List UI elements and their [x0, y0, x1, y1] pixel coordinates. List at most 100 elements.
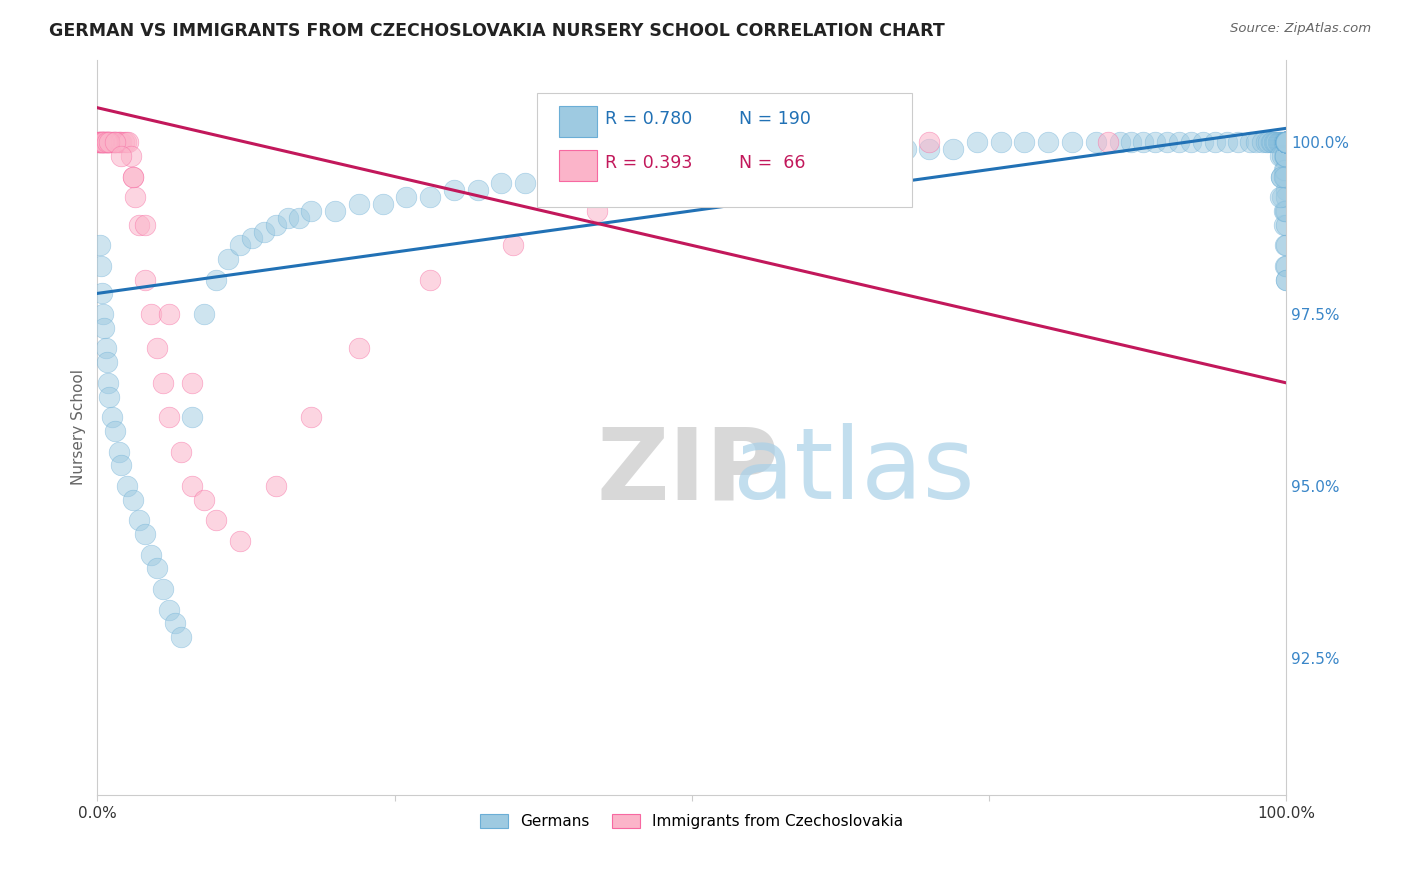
Point — [87, 135, 110, 149]
Point — [91, 135, 114, 149]
Y-axis label: Nursery School: Nursery School — [72, 369, 86, 485]
Point — [1268, 135, 1291, 149]
Point — [1275, 135, 1298, 149]
Point — [100, 135, 122, 149]
Point — [1275, 203, 1298, 218]
Point — [846, 142, 869, 156]
Point — [91, 307, 114, 321]
Point — [1121, 135, 1143, 149]
Point — [1275, 135, 1298, 149]
Point — [633, 162, 655, 177]
Point — [1268, 190, 1291, 204]
Point — [193, 307, 215, 321]
Point — [1275, 135, 1298, 149]
Point — [1191, 135, 1213, 149]
Point — [1264, 135, 1286, 149]
Point — [94, 135, 117, 149]
Point — [90, 135, 112, 149]
Point — [1274, 149, 1296, 163]
Point — [1263, 135, 1285, 149]
Point — [1275, 135, 1298, 149]
Point — [1272, 135, 1295, 149]
Point — [90, 259, 112, 273]
Point — [115, 479, 138, 493]
Point — [1271, 190, 1294, 204]
Point — [1275, 135, 1298, 149]
Point — [146, 561, 169, 575]
Point — [419, 273, 441, 287]
Text: atlas: atlas — [734, 423, 974, 520]
Point — [107, 135, 129, 149]
Point — [229, 238, 252, 252]
Point — [91, 135, 114, 149]
Point — [89, 135, 111, 149]
Point — [1132, 135, 1154, 149]
Point — [585, 203, 607, 218]
Text: N =  66: N = 66 — [740, 154, 806, 172]
Point — [1274, 135, 1296, 149]
Point — [97, 135, 120, 149]
Point — [1275, 135, 1298, 149]
Point — [97, 376, 120, 390]
Text: N = 190: N = 190 — [740, 111, 811, 128]
Point — [115, 135, 138, 149]
Point — [1272, 162, 1295, 177]
Point — [193, 492, 215, 507]
Point — [1275, 135, 1298, 149]
Point — [419, 190, 441, 204]
Point — [1275, 135, 1298, 149]
Point — [108, 135, 131, 149]
Point — [1275, 135, 1298, 149]
Point — [728, 155, 751, 169]
Point — [1275, 135, 1298, 149]
Point — [1275, 135, 1298, 149]
Point — [740, 169, 762, 184]
Point — [117, 135, 139, 149]
Point — [1275, 135, 1298, 149]
Point — [134, 273, 156, 287]
Point — [1271, 135, 1294, 149]
Point — [561, 169, 583, 184]
Point — [1097, 135, 1119, 149]
Point — [1014, 135, 1036, 149]
Point — [1239, 135, 1261, 149]
Point — [128, 513, 150, 527]
Point — [264, 218, 287, 232]
Point — [1275, 259, 1298, 273]
Point — [799, 149, 821, 163]
Point — [752, 149, 775, 163]
Point — [1275, 135, 1298, 149]
Point — [1274, 149, 1296, 163]
Point — [823, 149, 845, 163]
Point — [1108, 135, 1130, 149]
Point — [537, 169, 560, 184]
Point — [101, 135, 124, 149]
Point — [299, 203, 322, 218]
Point — [112, 135, 135, 149]
Point — [1275, 238, 1298, 252]
Point — [704, 155, 727, 169]
Point — [467, 183, 489, 197]
Point — [1274, 135, 1296, 149]
Point — [1275, 135, 1298, 149]
Point — [146, 342, 169, 356]
Point — [1254, 135, 1277, 149]
Point — [107, 444, 129, 458]
Point — [1204, 135, 1226, 149]
Point — [152, 582, 174, 596]
Point — [96, 135, 118, 149]
Point — [1272, 135, 1295, 149]
Point — [217, 252, 239, 266]
Point — [1272, 135, 1295, 149]
Text: R = 0.780: R = 0.780 — [605, 111, 692, 128]
Point — [253, 225, 276, 239]
Point — [1275, 135, 1298, 149]
Point — [681, 155, 703, 169]
Point — [918, 135, 941, 149]
Point — [1275, 135, 1298, 149]
Point — [1084, 135, 1107, 149]
Point — [1275, 135, 1298, 149]
Point — [1275, 135, 1298, 149]
Point — [1275, 135, 1298, 149]
Point — [1275, 135, 1298, 149]
